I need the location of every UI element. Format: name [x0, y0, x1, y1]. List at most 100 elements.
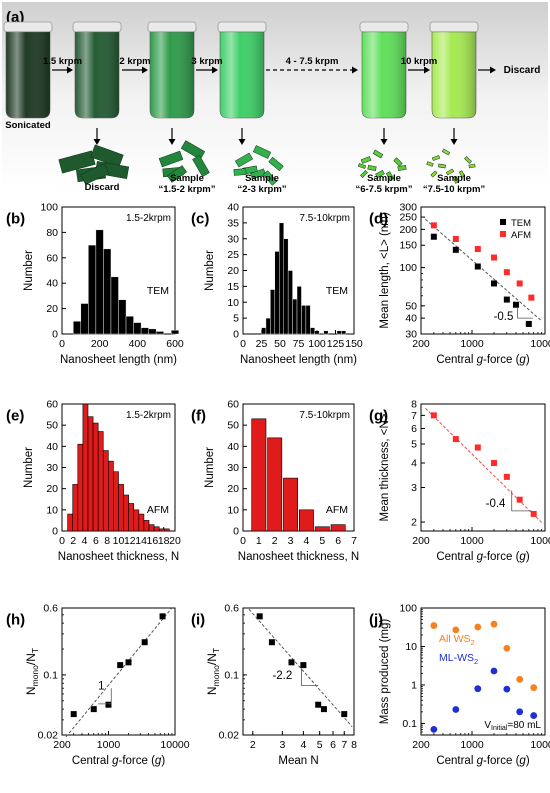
histogram-bar: [148, 524, 155, 532]
flake: [268, 156, 284, 172]
histogram-bar: [305, 305, 311, 335]
sample-line1: Discard: [85, 182, 120, 193]
y-tick-label: 0.1: [224, 669, 239, 681]
data-point: [503, 644, 511, 652]
step-4: 10 krpm: [401, 56, 437, 74]
histogram-bar: [283, 477, 299, 532]
flakes-2: [233, 145, 284, 186]
y-tick-label: 1: [411, 679, 417, 691]
down-arrow-2: [238, 128, 246, 145]
histogram-bar: [72, 484, 79, 532]
y-tick-label: 6: [411, 423, 417, 435]
histogram-bar: [138, 513, 145, 532]
step-arrow-head: [142, 66, 148, 74]
marks: [430, 620, 538, 733]
data-point: [490, 620, 498, 628]
data-point: [430, 222, 437, 229]
flake: [445, 168, 455, 176]
data-point: [474, 685, 482, 693]
histogram-bar: [97, 431, 104, 532]
y-tick-label: 40: [46, 441, 58, 453]
y-axis-label: Nmono/NT: [205, 648, 221, 695]
chart-e: (e)0 2 4 6 8 10 12 14 16 18 200102030405060Nanoshe…: [6, 399, 181, 564]
y-tick-label: 0.6: [224, 603, 239, 615]
x-tick-label: 10: [113, 535, 125, 547]
y-tick-label: 30: [405, 329, 417, 341]
flake: [426, 161, 434, 167]
chart-i: (i) 2 3 4 5 6 7 8 0.02 0.1 0.6 Mean N Nmono/NT -2.2: [191, 603, 357, 768]
histogram-bar: [143, 520, 150, 532]
step-3: 4 - 7.5 krpm: [266, 56, 358, 74]
down-arrow-head: [168, 139, 176, 145]
x-tick-label: 20: [169, 535, 181, 547]
data-point: [452, 706, 460, 713]
marks: [425, 218, 542, 327]
y-tick-label: 50: [405, 300, 417, 312]
chart-b: (b) 0 200 400 600 0 20 40 60 80 100 Nanosheet lengt…: [6, 202, 184, 367]
data-point: [125, 659, 132, 666]
y-tick-label: 100: [40, 202, 58, 214]
method-annotation: TEM: [147, 285, 169, 297]
down-arrow-3: [380, 128, 388, 145]
data-point: [503, 473, 510, 480]
legend-marker: [500, 219, 506, 225]
step-arrow-head: [424, 66, 430, 74]
flake: [360, 170, 368, 178]
flake: [252, 145, 272, 159]
data-point: [256, 613, 263, 620]
flake: [192, 154, 210, 178]
label-part: Initial: [491, 725, 508, 732]
histogram-bar: [128, 503, 135, 532]
histogram-bar: [77, 443, 84, 532]
x-tick-label: 200: [412, 338, 430, 350]
label-part: =80 mL: [507, 720, 541, 731]
data-point: [430, 622, 438, 629]
vial-3: [217, 21, 267, 119]
histogram-bar: [163, 528, 170, 532]
x-tick-label: 400: [129, 338, 147, 350]
data-point: [474, 623, 482, 631]
histogram-bar: [274, 251, 280, 335]
label-part: -force (: [483, 551, 520, 563]
y-tick-label: 15: [227, 281, 239, 293]
marks: [67, 403, 170, 532]
label-part: Central: [436, 354, 476, 366]
histogram-bar: [153, 526, 160, 532]
x-tick-label: 14: [135, 535, 147, 547]
legend-label: ML-WS2: [439, 652, 478, 666]
step-arrow-head: [212, 66, 218, 74]
data-point: [516, 675, 524, 683]
x-tick-label: 3: [288, 535, 294, 547]
histogram-bar: [310, 327, 315, 335]
flake: [90, 144, 124, 168]
vial-glass: [432, 32, 476, 118]
down-arrow-head: [380, 139, 388, 145]
histogram-bar: [92, 422, 99, 532]
histogram-bar: [103, 248, 112, 335]
histogram-bar: [133, 509, 140, 532]
vial-glass: [362, 32, 406, 118]
histogram-bar: [283, 238, 289, 335]
x-tick-label: 0: [59, 338, 65, 350]
step-label: 1.5 krpm: [43, 56, 82, 67]
plot-frame: [242, 607, 355, 736]
down-arrow-head: [450, 139, 458, 145]
step-label: 10 krpm: [401, 56, 437, 67]
ticks: 2 3 4 5 6 7 8 0.02 0.1 0.6: [219, 603, 358, 752]
flake: [393, 157, 403, 167]
sample-annotation: 7.5-10krpm: [299, 213, 350, 224]
fit-line: [248, 608, 353, 727]
y-axis-label: Number: [23, 250, 35, 291]
label-part: ): [161, 755, 165, 767]
data-point: [117, 662, 124, 669]
histogram-bar: [95, 229, 104, 335]
y-tick-label: 5: [233, 313, 239, 325]
slope-triangle: [98, 688, 112, 705]
x-tick-label: 5: [319, 535, 325, 547]
y-tick-label: 10: [405, 641, 417, 653]
y-axis-label: Mass produced (mg): [379, 619, 391, 725]
plot-frame: [420, 403, 546, 532]
histogram-bar: [298, 509, 314, 532]
